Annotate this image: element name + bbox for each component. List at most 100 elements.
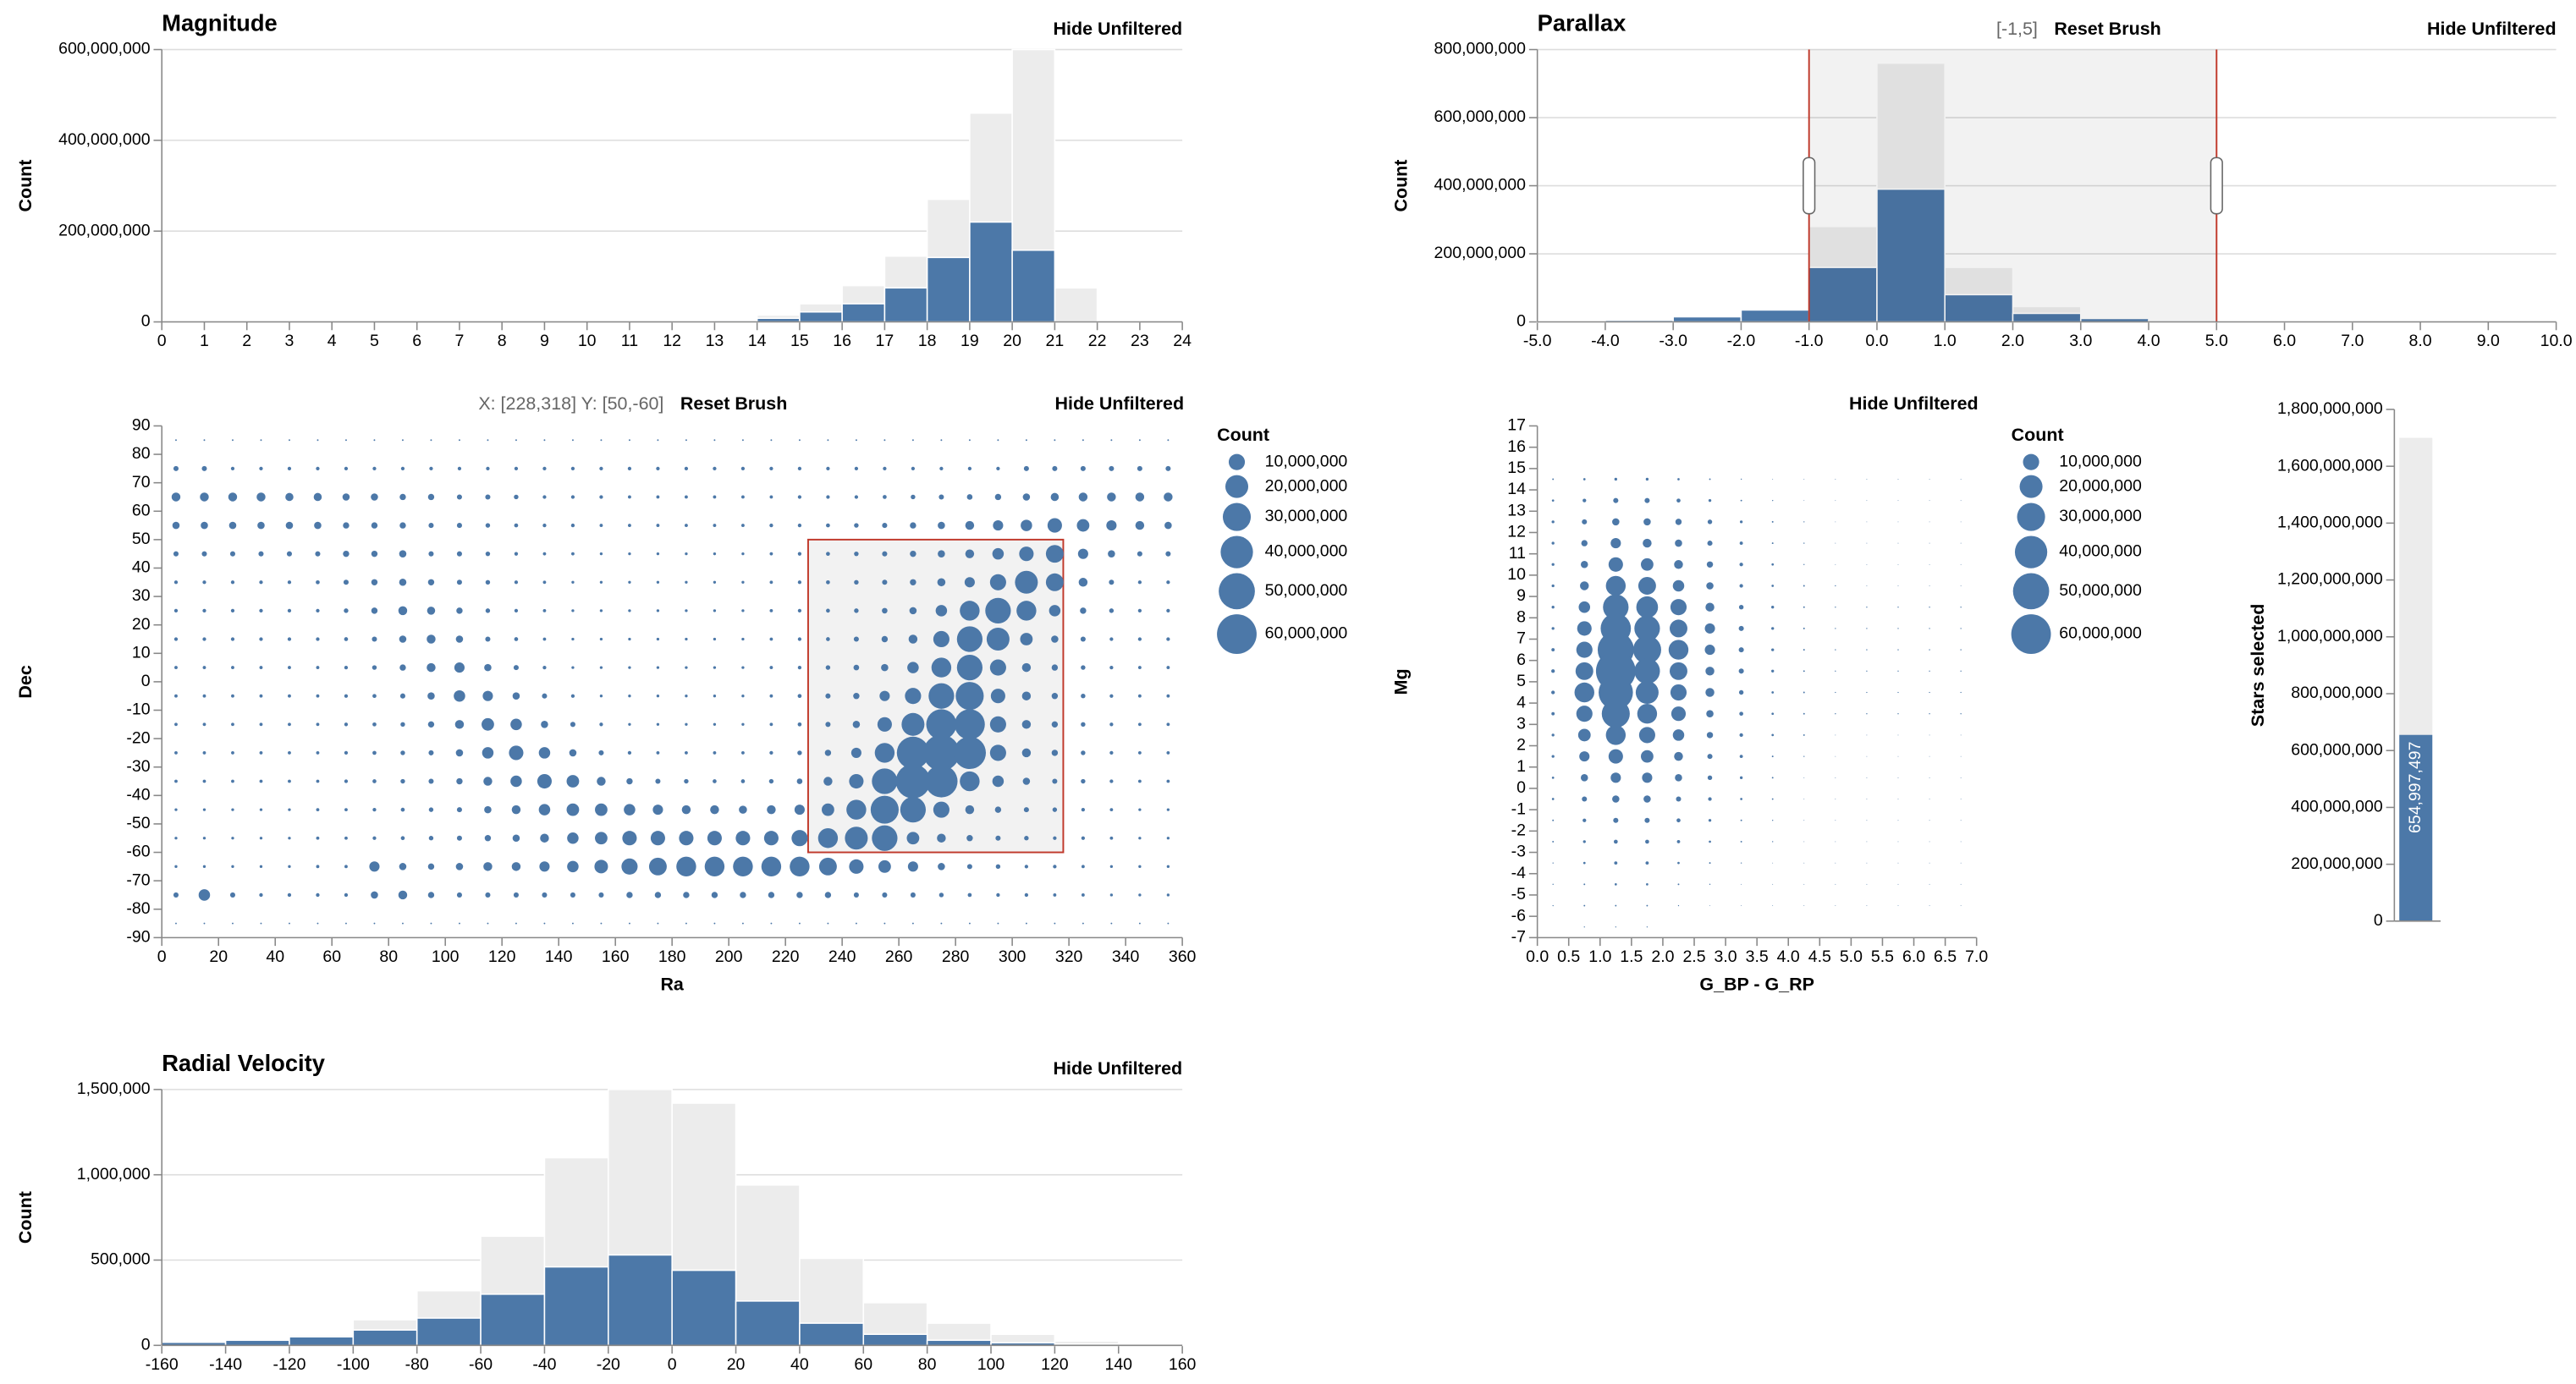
bubble <box>345 439 347 442</box>
bubble <box>1019 546 1034 562</box>
bubble <box>510 718 522 731</box>
hide-unfiltered-button[interactable]: Hide Unfiltered <box>1849 393 1979 414</box>
hide-unfiltered-button[interactable]: Hide Unfiltered <box>1054 1058 1183 1079</box>
bubble <box>1866 479 1868 480</box>
x-tick-label: 24 <box>1173 332 1192 350</box>
brush-handle[interactable] <box>1803 157 1816 215</box>
bubble <box>685 637 688 641</box>
bubble <box>344 466 349 470</box>
bubble <box>1803 670 1805 673</box>
bubble <box>1053 893 1057 897</box>
bubble <box>571 580 575 584</box>
bubble <box>1960 521 1962 523</box>
bubble <box>288 808 291 811</box>
bubble <box>427 662 436 673</box>
bubble <box>260 439 262 442</box>
bubble <box>882 551 888 557</box>
bubble <box>1704 623 1715 634</box>
bubble <box>428 523 434 529</box>
reset-brush-button[interactable]: Reset Brush <box>680 393 787 414</box>
bubble <box>458 439 460 442</box>
bubble <box>797 694 802 699</box>
bubble <box>542 580 547 585</box>
bubble <box>456 523 462 529</box>
bubble <box>797 523 802 528</box>
bubble <box>710 805 719 815</box>
bubble <box>1613 839 1618 844</box>
bubble <box>1551 690 1555 695</box>
x-tick-label: 20 <box>1003 332 1021 350</box>
bubble <box>456 494 462 500</box>
bubble <box>1706 732 1714 739</box>
bubble <box>741 637 745 641</box>
x-tick-label: 280 <box>942 947 970 966</box>
bubble <box>711 892 718 898</box>
bubble <box>1803 606 1805 608</box>
bubble <box>202 666 206 670</box>
bubble <box>854 466 859 470</box>
bubble <box>769 523 773 528</box>
y-axis-title: Count <box>15 160 36 212</box>
bubble <box>741 751 745 755</box>
bubble <box>911 922 914 925</box>
hide-unfiltered-button[interactable]: Hide Unfiltered <box>1054 393 1184 414</box>
bubble <box>1021 519 1032 531</box>
bubble <box>1138 837 1142 840</box>
bubble <box>1023 465 1029 471</box>
x-tick-label: 320 <box>1055 947 1083 966</box>
bubble <box>1866 820 1868 821</box>
bubble <box>1670 662 1687 680</box>
bubble <box>1110 922 1113 925</box>
hide-unfiltered-button[interactable]: Hide Unfiltered <box>2427 19 2557 39</box>
brush-area[interactable] <box>1808 49 2217 322</box>
bubble <box>1670 619 1687 638</box>
bubble <box>628 439 630 442</box>
bubble <box>514 494 519 500</box>
bubble <box>656 695 660 698</box>
y-tick-label: 1,000,000 <box>77 1165 151 1184</box>
bubble <box>817 828 839 849</box>
x-tick-label: -20 <box>597 1355 620 1374</box>
y-tick-label: -50 <box>126 814 150 832</box>
bubble <box>1929 862 1930 864</box>
bubble <box>456 892 462 898</box>
hide-unfiltered-button[interactable]: Hide Unfiltered <box>1054 19 1183 39</box>
bubble <box>854 495 859 499</box>
brush-handle[interactable] <box>2210 157 2223 215</box>
bubble <box>456 579 462 585</box>
x-tick-label: 2.0 <box>1651 947 1674 966</box>
bubble <box>571 439 574 442</box>
bubble <box>997 922 999 925</box>
bubble <box>485 636 491 642</box>
bubble <box>769 750 773 755</box>
legend-symbol <box>2019 475 2043 498</box>
bubble <box>923 734 960 772</box>
bubble <box>597 777 606 786</box>
bubble <box>1740 862 1742 864</box>
bubble <box>571 609 575 612</box>
histogram-bar <box>416 1317 482 1347</box>
bubble <box>203 439 206 442</box>
legend-label: 50,000,000 <box>1265 581 1348 600</box>
bubble <box>854 523 859 528</box>
bubble <box>1704 645 1715 656</box>
y-tick-label: 70 <box>132 473 151 492</box>
bubble <box>201 465 207 471</box>
y-tick-label: 10 <box>132 643 151 662</box>
bubble <box>483 862 493 871</box>
bubble <box>996 892 1000 898</box>
bubble <box>1614 861 1618 865</box>
bubble <box>1771 691 1775 694</box>
bubble <box>259 779 263 783</box>
bubble <box>713 439 716 442</box>
bubble <box>910 892 916 898</box>
reset-brush-button[interactable]: Reset Brush <box>2054 19 2160 39</box>
x-tick-label: 13 <box>706 332 724 350</box>
bubble <box>939 466 944 470</box>
bubble <box>1138 865 1142 868</box>
bubble <box>1583 883 1586 886</box>
bubble <box>1045 545 1064 563</box>
x-tick-label: 12 <box>663 332 681 350</box>
y-tick-label: 0 <box>141 672 151 690</box>
